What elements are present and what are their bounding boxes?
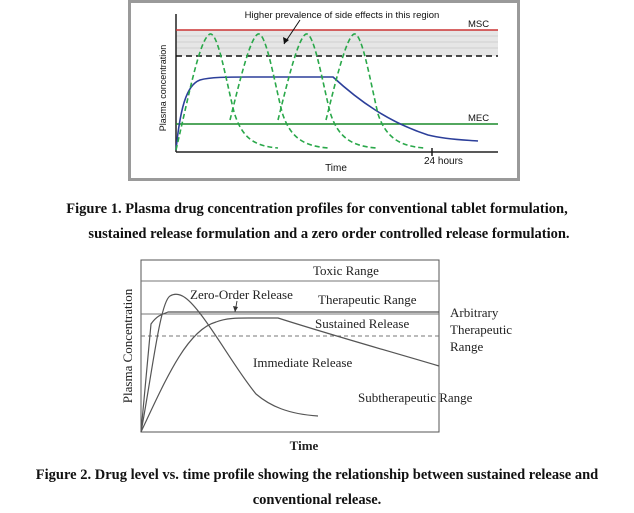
range-label-subtherapeutic: Subtherapeutic Range [358, 390, 473, 405]
x-axis-label-2: Time [290, 438, 319, 453]
label-sustained-release: Sustained Release [315, 316, 409, 331]
series-sustained-release [175, 76, 479, 151]
label-zero-order-release: Zero-Order Release [190, 287, 293, 302]
figure-2-frame [140, 259, 440, 433]
side-label-line-2: Therapeutic [450, 322, 512, 337]
msc-label: MSC [468, 19, 489, 30]
figure-1-frame [128, 0, 520, 181]
series-immediate-release [140, 293, 319, 433]
zero-order-arrowhead [233, 306, 238, 312]
figure-1-caption-line-2: sustained release formulation and a zero… [88, 226, 570, 242]
mec-label: MEC [468, 113, 489, 124]
y-axis-label: Plasma concentration [158, 45, 168, 132]
y-axis-label-2: Plasma Concentration [120, 288, 135, 403]
series-conventional-tablet [175, 33, 425, 151]
x-tick-label-24h: 24 hours [424, 156, 463, 167]
side-effect-region [176, 30, 498, 56]
side-label-line-3: Range [450, 339, 483, 354]
series-sustained-release-2 [140, 317, 440, 433]
figure-1-chart: Higher prevalence of side effects in thi… [128, 0, 520, 181]
series-zero-order-release [140, 311, 439, 433]
annotation-text: Higher prevalence of side effects in thi… [245, 10, 440, 21]
side-effect-hatch [176, 35, 498, 49]
figure-2-chart: Toxic Range Therapeutic Range Subtherape… [120, 259, 512, 453]
figure-1: Higher prevalence of side effects in thi… [128, 0, 520, 188]
side-label-line-1: Arbitrary [450, 305, 499, 320]
range-label-toxic: Toxic Range [313, 263, 379, 278]
figure-2: Toxic Range Therapeutic Range Subtherape… [108, 254, 548, 462]
figure-1-caption-line-1: Figure 1. Plasma drug concentration prof… [66, 201, 568, 217]
x-axis-label: Time [325, 163, 347, 174]
range-label-therapeutic: Therapeutic Range [318, 292, 417, 307]
figure-2-caption-line-1: Figure 2. Drug level vs. time profile sh… [35, 467, 599, 483]
figure-2-caption-line-2: conventional release. [252, 492, 382, 508]
annotation-arrowhead [283, 37, 289, 44]
label-immediate-release: Immediate Release [253, 355, 352, 370]
